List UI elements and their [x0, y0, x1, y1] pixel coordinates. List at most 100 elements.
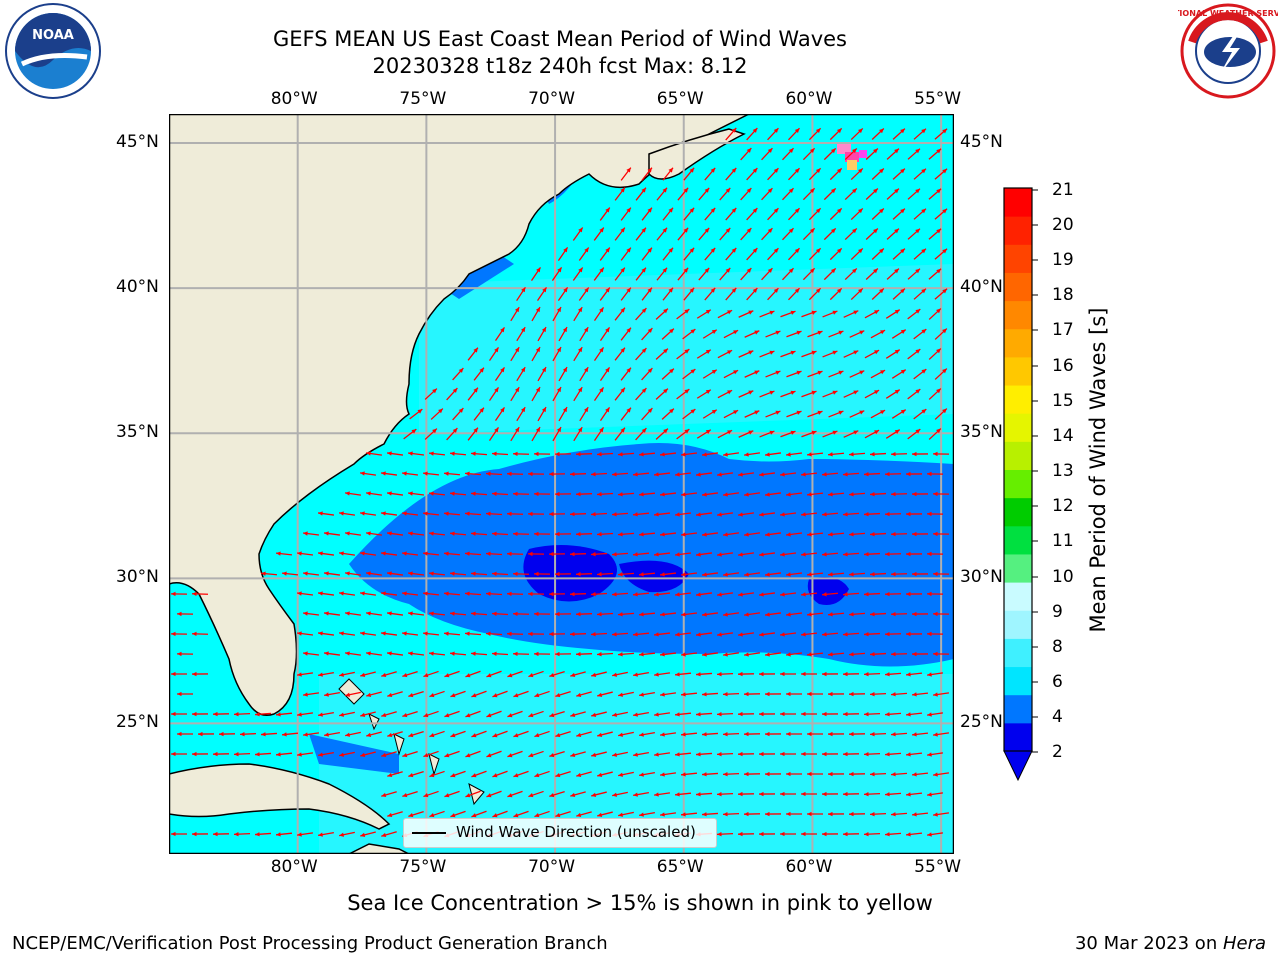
wave-direction-arrow	[323, 571, 341, 576]
wave-direction-arrow	[786, 370, 802, 378]
wave-direction-arrow	[821, 552, 839, 557]
wave-direction-arrow	[596, 492, 614, 497]
wave-direction-arrow	[842, 552, 860, 557]
wave-direction-arrow	[934, 248, 948, 260]
wave-direction-arrow	[593, 427, 605, 441]
wave-direction-arrow	[407, 531, 425, 536]
wave-direction-arrow	[655, 308, 669, 320]
wave-direction-arrow	[821, 632, 839, 637]
wave-direction-arrow	[696, 389, 712, 399]
wave-direction-arrow	[429, 770, 445, 778]
wave-direction-arrow	[387, 811, 403, 818]
wave-direction-arrow	[486, 670, 502, 678]
lat-tick-label: 30°N	[960, 567, 1003, 588]
wave-direction-arrow	[467, 387, 479, 401]
wave-direction-arrow	[470, 571, 488, 576]
wave-direction-arrow	[884, 591, 902, 597]
wave-direction-arrow	[401, 511, 419, 516]
wave-direction-arrow	[716, 552, 734, 557]
wave-direction-arrow	[928, 388, 942, 400]
wave-direction-arrow	[829, 127, 843, 141]
wave-direction-arrow	[827, 691, 845, 697]
wave-direction-arrow	[380, 631, 398, 636]
wave-direction-arrow	[821, 751, 839, 757]
wave-direction-arrow	[465, 670, 481, 678]
wave-direction-arrow	[913, 328, 927, 340]
wave-direction-arrow	[638, 572, 656, 577]
wave-direction-arrow	[850, 287, 864, 301]
wave-direction-arrow	[485, 511, 503, 516]
wave-direction-arrow	[302, 732, 320, 737]
wave-direction-arrow	[884, 551, 902, 557]
colorbar-segment	[1004, 272, 1032, 302]
colorbar-segment	[1004, 328, 1032, 358]
wave-direction-arrow	[579, 366, 589, 382]
wave-direction-arrow	[569, 471, 587, 477]
chart-title: GEFS MEAN US East Coast Mean Period of W…	[273, 27, 847, 51]
wave-direction-arrow	[905, 672, 923, 677]
wave-direction-arrow	[507, 670, 523, 678]
wave-direction-arrow	[318, 671, 334, 677]
lon-tick-label: 80°W	[270, 89, 318, 109]
wave-direction-arrow	[848, 771, 866, 777]
wave-direction-arrow	[716, 711, 734, 717]
wave-direction-arrow	[871, 248, 885, 260]
wave-direction-arrow	[780, 390, 796, 398]
wave-direction-arrow	[324, 691, 340, 697]
wave-direction-arrow	[653, 552, 671, 557]
wave-direction-arrow	[527, 591, 545, 597]
wave-direction-arrow	[365, 531, 383, 536]
wave-direction-arrow	[807, 370, 823, 378]
wave-direction-arrow	[296, 712, 314, 717]
wave-direction-arrow	[764, 612, 782, 617]
wave-direction-arrow	[528, 670, 544, 678]
wave-direction-arrow	[527, 551, 545, 557]
wave-direction-arrow	[907, 188, 921, 200]
wave-direction-arrow	[302, 651, 320, 656]
wave-direction-arrow	[318, 751, 334, 757]
wave-direction-arrow	[827, 532, 845, 537]
wave-direction-arrow	[863, 632, 881, 637]
wave-direction-arrow	[761, 147, 773, 161]
wave-direction-arrow	[779, 552, 797, 557]
wave-direction-arrow	[849, 410, 865, 418]
wave-direction-arrow	[443, 591, 461, 596]
wave-direction-arrow	[534, 810, 550, 818]
wave-direction-arrow	[827, 731, 845, 737]
wave-direction-arrow	[464, 631, 482, 636]
wave-direction-arrow	[780, 350, 796, 358]
wave-direction-arrow	[422, 511, 440, 516]
wave-direction-arrow	[381, 751, 397, 758]
wave-direction-arrow	[934, 368, 948, 380]
wave-core	[619, 560, 689, 593]
wave-direction-arrow	[452, 367, 464, 381]
wave-direction-arrow	[801, 430, 817, 438]
wave-direction-arrow	[573, 386, 583, 402]
wave-direction-arrow	[527, 511, 545, 517]
wave-direction-arrow	[827, 492, 845, 497]
colorbar-segment	[1004, 441, 1032, 470]
wave-direction-arrow	[339, 831, 355, 837]
wave-direction-arrow	[822, 350, 838, 358]
wave-direction-arrow	[573, 306, 583, 322]
wave-direction-arrow	[928, 348, 942, 360]
wave-direction-arrow	[402, 750, 418, 758]
wave-direction-arrow	[723, 409, 739, 419]
wave-direction-arrow	[932, 651, 950, 657]
wave-direction-arrow	[510, 386, 520, 402]
wave-band	[349, 443, 954, 667]
wave-direction-arrow	[701, 812, 719, 817]
wave-direction-arrow	[318, 711, 334, 717]
wave-direction-arrow	[170, 831, 188, 837]
wave-direction-arrow	[254, 832, 272, 837]
wave-direction-arrow	[680, 492, 698, 497]
wave-direction-arrow	[429, 690, 445, 698]
wave-direction-arrow	[806, 652, 824, 657]
wave-direction-arrow	[800, 512, 818, 517]
wave-direction-arrow	[641, 367, 653, 381]
wave-direction-arrow	[578, 287, 590, 301]
wave-direction-arrow	[698, 267, 710, 281]
wave-direction-arrow	[513, 810, 529, 818]
wave-direction-arrow	[512, 651, 530, 657]
wave-direction-arrow	[806, 452, 824, 457]
